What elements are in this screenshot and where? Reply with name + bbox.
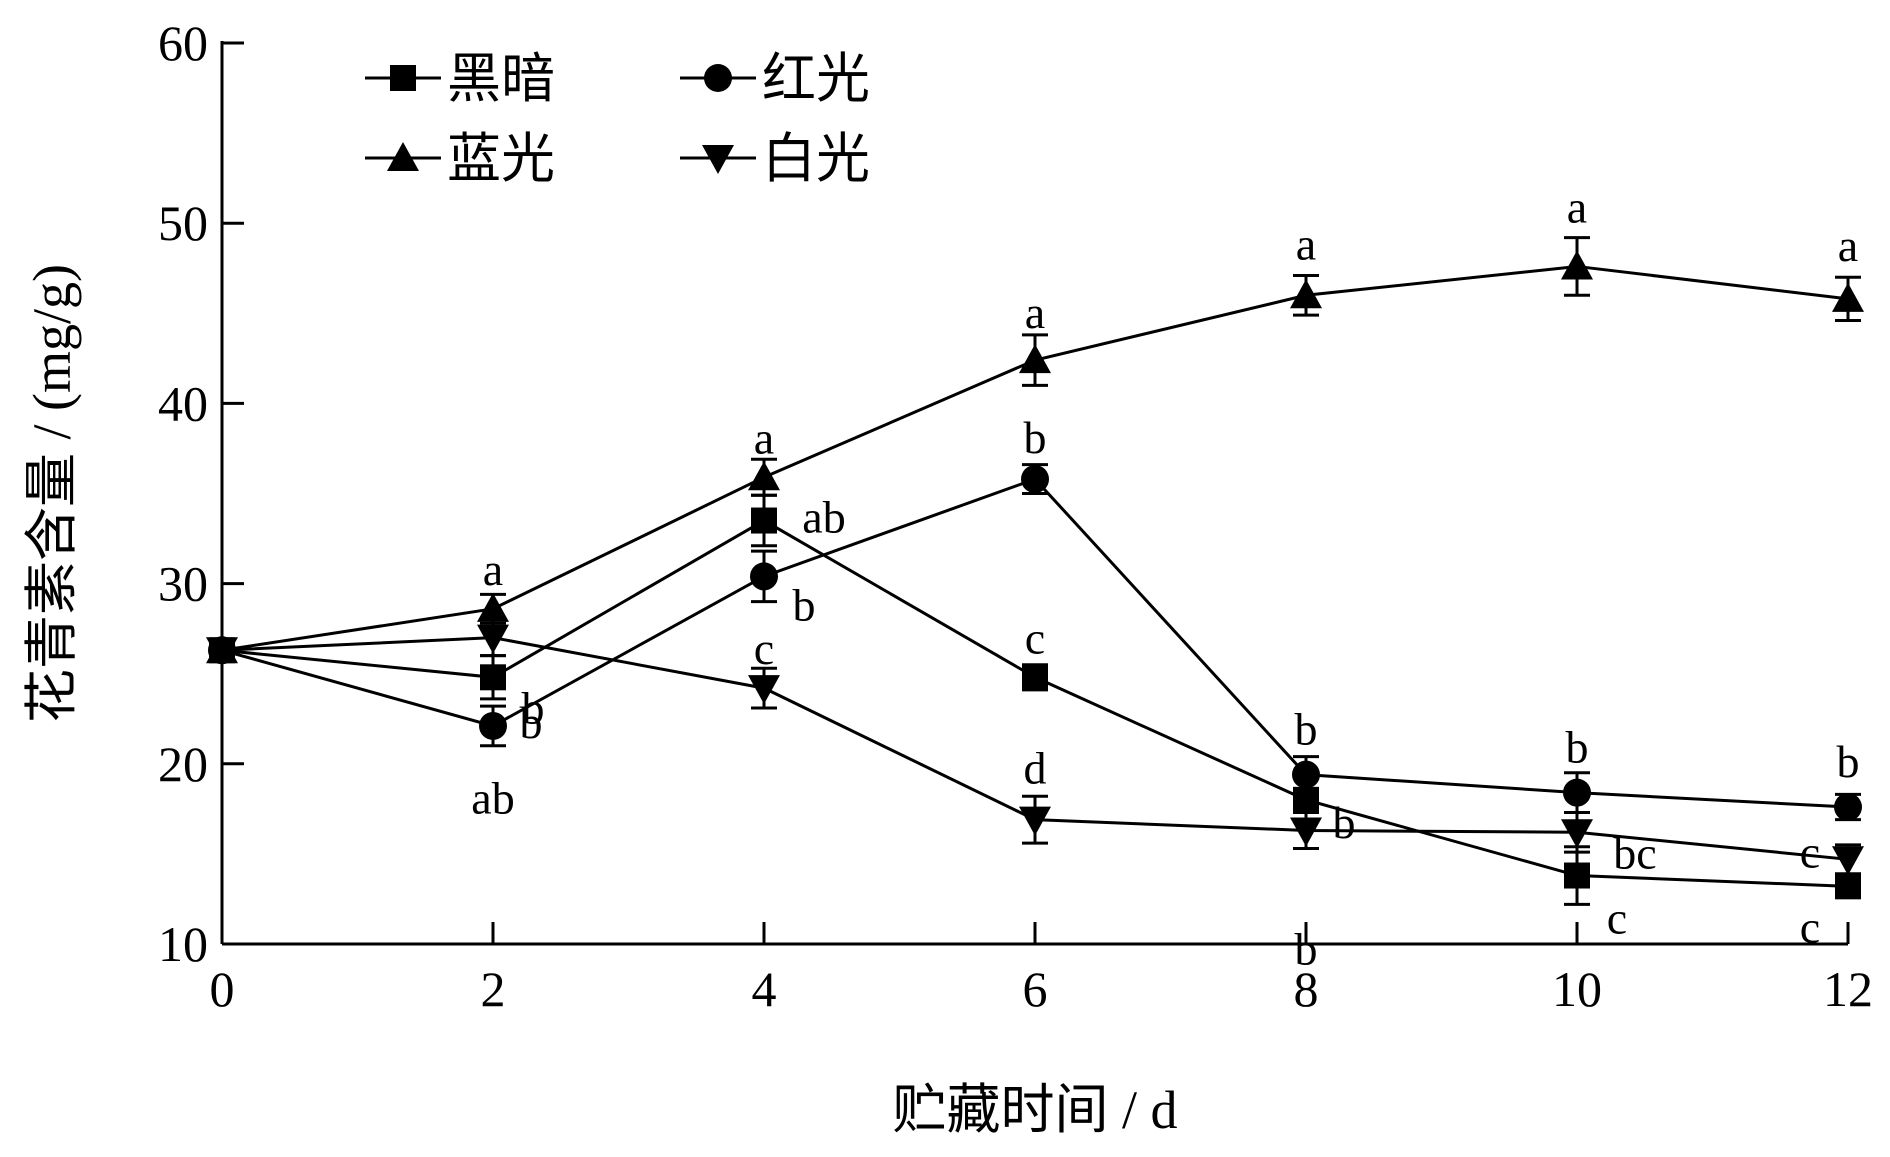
legend-marker — [702, 145, 734, 174]
y-tick-label: 50 — [158, 195, 208, 251]
significance-label: c — [1800, 826, 1820, 877]
data-point — [748, 461, 780, 491]
x-tick-label: 10 — [1552, 961, 1602, 1017]
data-point — [1021, 465, 1049, 494]
data-point — [1022, 664, 1048, 691]
series-蓝光 — [206, 236, 1864, 664]
significance-label: ab — [802, 492, 845, 543]
legend-marker — [390, 65, 416, 91]
significance-label: a — [1025, 287, 1045, 338]
x-tick-label: 0 — [210, 961, 235, 1017]
significance-label: b — [1024, 412, 1047, 463]
legend-label: 白光 — [762, 129, 870, 189]
y-tick-label: 10 — [158, 916, 208, 972]
data-point — [477, 624, 509, 654]
significance-label: a — [483, 544, 503, 595]
data-point — [1835, 873, 1861, 900]
legend-item: 黑暗 — [365, 49, 555, 109]
x-tick-label: 8 — [1294, 961, 1319, 1017]
x-tick-label: 6 — [1023, 961, 1048, 1017]
significance-label: a — [754, 412, 774, 463]
data-point — [1561, 819, 1593, 849]
y-tick-label: 20 — [158, 736, 208, 792]
data-point — [1290, 279, 1322, 309]
data-point — [1019, 806, 1051, 836]
data-point — [748, 675, 780, 705]
legend-item: 红光 — [680, 49, 870, 109]
x-tick-label: 12 — [1823, 961, 1873, 1017]
legend-item: 蓝光 — [365, 129, 555, 189]
data-point — [1564, 862, 1590, 889]
significance-label: a — [1567, 181, 1587, 232]
data-point — [1019, 344, 1051, 374]
data-point — [1832, 846, 1864, 876]
significance-label: b — [520, 697, 543, 748]
legend-marker — [387, 142, 419, 171]
significance-label: c — [1025, 612, 1045, 663]
significance-label: b — [1295, 923, 1318, 974]
data-point — [1563, 778, 1591, 807]
significance-label: ab — [471, 773, 514, 824]
data-point — [206, 637, 238, 667]
axes: 10 20 30 40 50 60 0 2 4 6 8 10 12 — [158, 15, 1873, 1017]
significance-label: b — [1295, 704, 1318, 755]
significance-label: c — [1607, 893, 1627, 944]
data-point — [1290, 817, 1322, 847]
data-point — [1292, 760, 1320, 789]
significance-label: c — [1800, 901, 1820, 952]
data-point — [1832, 282, 1864, 312]
data-point — [477, 592, 509, 622]
legend-label: 蓝光 — [447, 129, 555, 189]
significance-label: a — [1838, 220, 1858, 271]
y-tick-label: 60 — [158, 15, 208, 71]
significance-label: b — [1837, 736, 1860, 787]
x-tick-label: 2 — [481, 961, 506, 1017]
significance-label: d — [1024, 743, 1047, 794]
legend-marker — [704, 64, 732, 92]
significance-label: b — [522, 682, 545, 733]
legend-item: 白光 — [680, 129, 870, 189]
series-红光 — [208, 463, 1862, 822]
legend-label: 红光 — [762, 49, 870, 109]
data-point — [480, 664, 506, 691]
series-group — [206, 236, 1864, 906]
significance-label: bc — [1613, 827, 1656, 878]
x-tick-label: 4 — [752, 961, 777, 1017]
data-point — [1834, 793, 1862, 822]
x-axis-title: 贮藏时间 / d — [892, 1080, 1177, 1140]
data-point — [751, 507, 777, 534]
y-axis-title: 花青素含量 / (mg/g) — [22, 264, 82, 723]
significance-label: c — [754, 623, 774, 674]
significance-label: b — [1566, 722, 1589, 773]
data-point — [479, 711, 507, 740]
data-point — [750, 562, 778, 591]
series-白光 — [206, 618, 1864, 876]
data-point — [1561, 250, 1593, 280]
significance-label: b — [793, 579, 816, 630]
y-tick-label: 40 — [158, 375, 208, 431]
y-tick-label: 30 — [158, 556, 208, 612]
legend-label: 黑暗 — [447, 49, 555, 109]
significance-label: b — [1333, 797, 1356, 848]
significance-label: a — [1296, 218, 1316, 269]
